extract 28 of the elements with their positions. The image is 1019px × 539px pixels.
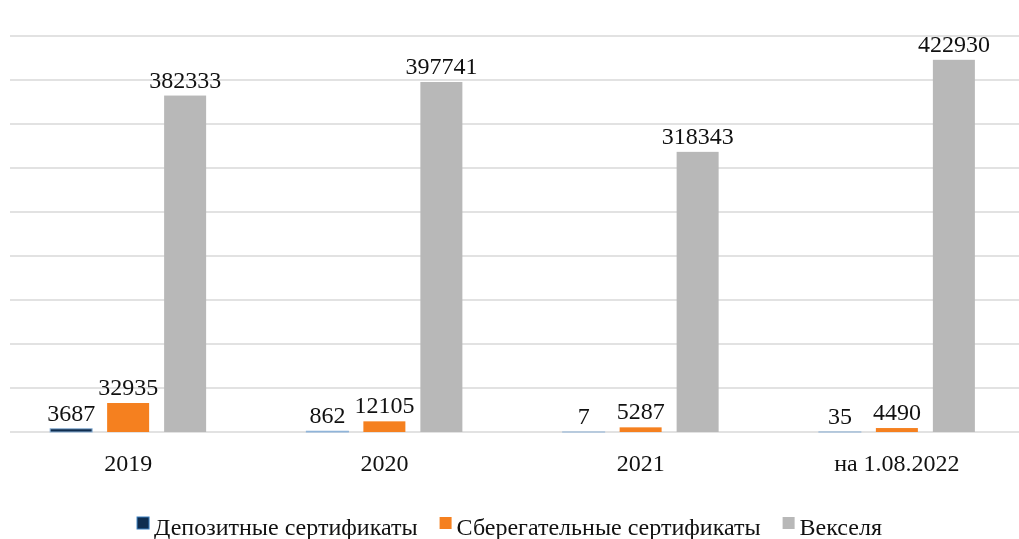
data-label: 862: [309, 402, 346, 429]
data-label: 397741: [405, 52, 478, 79]
data-label: 3687: [47, 399, 96, 426]
bar: [49, 428, 93, 433]
bar: [420, 81, 463, 432]
bar: [932, 59, 975, 432]
data-label: 4490: [872, 399, 921, 426]
x-tick-label: на 1.08.2022: [834, 450, 960, 477]
bar: [676, 151, 719, 432]
bar: [363, 421, 406, 432]
data-label: 32935: [98, 374, 159, 401]
data-label: 7: [577, 402, 590, 429]
legend-label: Депозитные сертификаты: [154, 513, 418, 539]
data-label: 35: [827, 402, 852, 429]
data-label: 318343: [661, 122, 734, 149]
x-tick-label: 2019: [104, 450, 153, 477]
legend-label: Векселя: [799, 513, 882, 539]
data-label: 5287: [616, 398, 665, 425]
legend-label: Сберегательные сертификаты: [456, 513, 761, 539]
data-label: 422930: [917, 30, 990, 57]
data-label: 12105: [354, 392, 415, 419]
x-tick-label: 2021: [616, 450, 665, 477]
bar: [619, 427, 662, 432]
x-tick-label: 2020: [360, 450, 409, 477]
bar: [107, 403, 150, 432]
bar: [875, 428, 918, 432]
data-label: 382333: [149, 66, 222, 93]
bar: [164, 95, 207, 432]
